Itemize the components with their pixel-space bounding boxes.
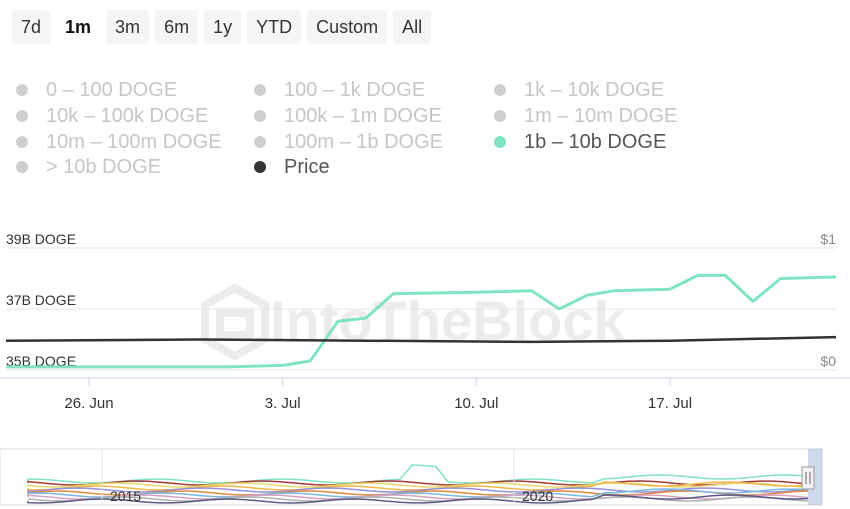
legend-label: 1b – 10b DOGE (524, 130, 667, 153)
range-button-ytd[interactable]: YTD (247, 10, 302, 44)
legend-label: Price (284, 155, 330, 178)
navigator-series-line (27, 496, 809, 502)
range-button-all[interactable]: All (393, 10, 432, 44)
legend-item[interactable]: 1m – 10m DOGE (494, 104, 677, 128)
range-selector: 7d 1m 3m 6m 1y YTD Custom All (12, 10, 432, 44)
legend-marker-icon (16, 84, 28, 96)
navigator-selection (808, 449, 822, 505)
navigator-series-line (27, 464, 809, 484)
legend-label: 10k – 100k DOGE (46, 104, 209, 127)
legend-marker-icon (254, 161, 266, 173)
y-axis-tick-label: 37B DOGE (6, 292, 76, 308)
navigator-series-line (27, 494, 809, 504)
y-right-tick-label: $1 (820, 231, 836, 247)
navigator-series-line (27, 481, 809, 491)
y-right-tick-label: $0 (820, 353, 836, 369)
navigator-series-line (27, 494, 809, 500)
legend-marker-icon (16, 110, 28, 122)
series-line-0 (6, 273, 837, 369)
legend-label: > 10b DOGE (46, 155, 162, 178)
series-line-1 (5, 335, 837, 344)
legend-marker-icon (254, 110, 266, 122)
legend-label: 100 – 1k DOGE (284, 78, 426, 101)
navigator-label: 2020 (522, 488, 553, 504)
legend-label: 1k – 10k DOGE (524, 78, 665, 101)
legend-item[interactable]: Price (254, 155, 330, 179)
legend-item[interactable]: 100 – 1k DOGE (254, 78, 425, 102)
legend-label: 100k – 1m DOGE (284, 104, 442, 127)
legend-item[interactable]: 1b – 10b DOGE (494, 130, 666, 154)
legend-label: 0 – 100 DOGE (46, 78, 178, 101)
navigator-chart[interactable]: 2015 2020 (0, 445, 850, 507)
legend-item[interactable]: > 10b DOGE (16, 155, 161, 179)
x-axis-tick-label: 10. Jul (454, 395, 498, 412)
x-axis-tick-label: 3. Jul (265, 395, 301, 412)
legend-label: 1m – 10m DOGE (524, 104, 678, 127)
legend-item[interactable]: 10k – 100k DOGE (16, 104, 208, 128)
navigator-series-line (27, 482, 809, 488)
legend-item[interactable]: 100m – 1b DOGE (254, 130, 443, 154)
legend-marker-icon (16, 136, 28, 148)
legend-item[interactable]: 10m – 100m DOGE (16, 130, 222, 154)
legend-marker-icon (16, 161, 28, 173)
legend-marker-icon (494, 136, 506, 148)
y-axis-tick-label: 39B DOGE (6, 231, 76, 247)
legend-marker-icon (254, 136, 266, 148)
range-button-3m[interactable]: 3m (106, 10, 150, 44)
range-button-custom[interactable]: Custom (307, 10, 388, 44)
navigator-label: 2015 (110, 488, 141, 504)
legend-label: 100m – 1b DOGE (284, 130, 443, 153)
legend-label: 10m – 100m DOGE (46, 130, 222, 153)
range-button-6m[interactable]: 6m (155, 10, 199, 44)
x-axis-tick-label: 26. Jun (64, 395, 113, 412)
x-axis-tick-label: 17. Jul (648, 395, 692, 412)
watermark-logo-icon (201, 283, 269, 361)
legend-item[interactable]: 0 – 100 DOGE (16, 78, 177, 102)
legend-item[interactable]: 100k – 1m DOGE (254, 104, 442, 128)
y-axis-tick-label: 35B DOGE (6, 353, 76, 369)
navigator-handle-icon[interactable] (801, 466, 815, 490)
legend-marker-icon (494, 84, 506, 96)
range-button-1m[interactable]: 1m (56, 10, 101, 44)
legend-marker-icon (254, 84, 266, 96)
navigator-series-line (27, 480, 809, 486)
range-button-7d[interactable]: 7d (12, 10, 51, 44)
legend-marker-icon (494, 110, 506, 122)
navigator-series-line (27, 488, 809, 498)
range-button-1y[interactable]: 1y (204, 10, 242, 44)
legend-item[interactable]: 1k – 10k DOGE (494, 78, 664, 102)
